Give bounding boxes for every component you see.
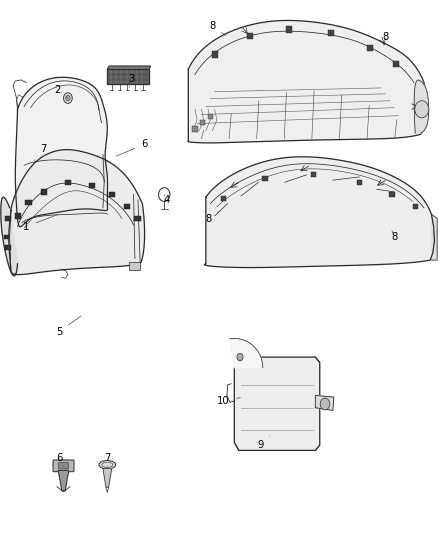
Bar <box>134 216 141 221</box>
Polygon shape <box>431 214 437 260</box>
Text: 4: 4 <box>163 195 170 205</box>
Bar <box>5 245 11 250</box>
Polygon shape <box>414 80 429 133</box>
Text: 8: 8 <box>209 21 226 36</box>
Ellipse shape <box>99 461 116 469</box>
Bar <box>413 204 418 209</box>
Bar <box>262 176 268 181</box>
Text: 7: 7 <box>35 144 47 160</box>
Circle shape <box>415 101 429 118</box>
Bar <box>357 180 362 185</box>
Polygon shape <box>103 469 112 487</box>
Bar <box>129 262 140 270</box>
Bar <box>4 235 9 239</box>
Bar <box>41 189 47 195</box>
Polygon shape <box>107 69 149 84</box>
Polygon shape <box>188 20 428 143</box>
Bar <box>311 172 316 177</box>
Polygon shape <box>58 471 69 490</box>
Polygon shape <box>230 338 263 368</box>
FancyBboxPatch shape <box>59 463 68 469</box>
Bar <box>89 183 95 188</box>
Bar <box>393 61 399 67</box>
Polygon shape <box>205 157 434 268</box>
Circle shape <box>237 353 243 361</box>
Bar <box>212 51 218 58</box>
Bar <box>200 120 205 125</box>
Bar <box>221 196 226 201</box>
FancyBboxPatch shape <box>53 460 74 472</box>
Circle shape <box>320 398 330 410</box>
Text: 8: 8 <box>205 211 221 223</box>
Bar <box>15 213 21 219</box>
Bar <box>208 114 213 119</box>
Bar <box>192 126 198 132</box>
Text: 7: 7 <box>104 454 110 466</box>
Bar <box>247 33 253 39</box>
Text: 10: 10 <box>217 396 240 406</box>
Text: 9: 9 <box>258 437 269 450</box>
Text: 6: 6 <box>56 454 64 466</box>
Polygon shape <box>315 395 334 410</box>
Text: 3: 3 <box>128 74 134 87</box>
Bar <box>65 180 71 185</box>
Bar <box>25 200 32 205</box>
Bar <box>124 204 130 209</box>
Bar <box>367 45 373 51</box>
Bar <box>389 192 395 197</box>
Text: 2: 2 <box>54 85 68 98</box>
Text: 8: 8 <box>382 33 389 45</box>
Polygon shape <box>15 77 108 227</box>
Polygon shape <box>234 357 320 450</box>
Text: 6: 6 <box>117 139 148 156</box>
Polygon shape <box>9 150 145 274</box>
Polygon shape <box>107 66 151 69</box>
Text: 1: 1 <box>23 214 59 231</box>
Bar <box>109 192 115 197</box>
Polygon shape <box>1 197 18 276</box>
Bar <box>328 30 334 36</box>
Bar <box>5 216 11 221</box>
Bar <box>286 26 292 33</box>
Circle shape <box>66 95 70 101</box>
Circle shape <box>64 93 72 103</box>
Text: 5: 5 <box>56 316 81 336</box>
Text: 8: 8 <box>391 231 397 242</box>
